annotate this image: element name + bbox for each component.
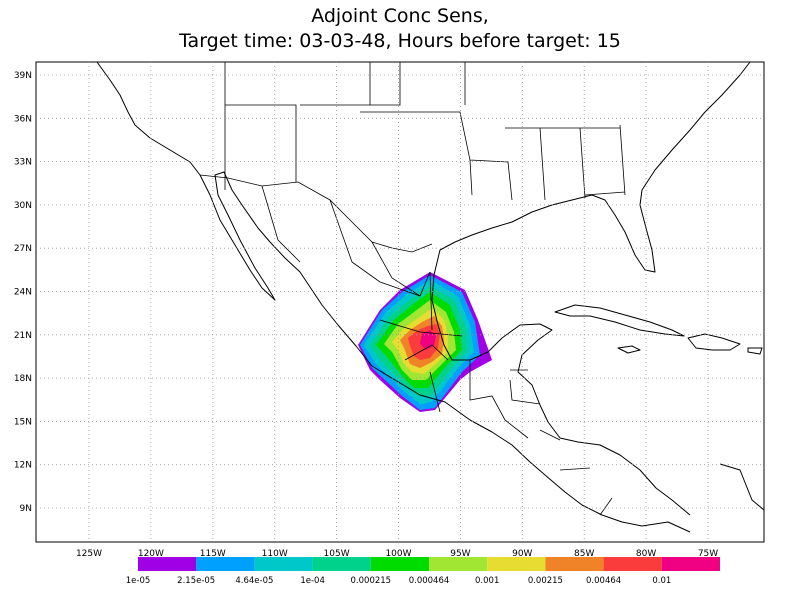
colorbar-swatch <box>370 557 429 571</box>
lon-label: 115W <box>200 549 226 559</box>
lat-label: 12N <box>14 461 32 471</box>
lon-label: 100W <box>385 549 411 559</box>
graticule <box>36 62 764 542</box>
title-line: Target time: 03-03-48, Hours before targ… <box>178 30 621 52</box>
colorbar-label: 2.15e-05 <box>177 576 215 586</box>
axis-labels: 39N 36N 33N 30N 27N 24N 21N 18N 15N 12N 9N 125W 120W… <box>14 71 718 559</box>
lat-label: 18N <box>14 374 32 384</box>
colorbar-label: 0.000464 <box>409 576 450 586</box>
lon-label: 125W <box>76 549 102 559</box>
lat-label: 30N <box>14 201 32 211</box>
lat-label: 24N <box>14 288 32 298</box>
colorbar-label: 1e-04 <box>300 576 325 586</box>
colorbar-label: 0.00215 <box>528 576 563 586</box>
title-line: Adjoint Conc Sens, <box>311 5 489 27</box>
lat-label: 9N <box>20 504 32 514</box>
colorbar-swatch <box>429 557 488 571</box>
plot-frame <box>35 61 765 543</box>
colorbar-label: 0.000215 <box>351 576 392 586</box>
lat-label: 27N <box>14 244 32 254</box>
colorbar-label: 0.01 <box>652 576 671 586</box>
map-lines <box>96 61 765 533</box>
lon-label: 95W <box>450 549 470 559</box>
lat-label: 15N <box>14 417 32 427</box>
colorbar-label: 4.64e-05 <box>235 576 273 586</box>
sensitivity-field <box>358 272 492 412</box>
colorbar-label: 1e-05 <box>126 576 151 586</box>
colorbar-swatch <box>545 557 604 571</box>
colorbar-swatch <box>661 557 720 571</box>
colorbar-label: 0.001 <box>475 576 499 586</box>
lon-label: 90W <box>512 549 532 559</box>
lon-label: 85W <box>574 549 594 559</box>
lon-label: 105W <box>324 549 350 559</box>
lon-label: 120W <box>138 549 164 559</box>
colorbar-swatch <box>312 557 371 571</box>
lat-label: 39N <box>14 71 32 81</box>
lon-label: 75W <box>698 549 718 559</box>
colorbar-label: 0.00464 <box>586 576 621 586</box>
colorbar-swatch <box>487 557 546 571</box>
lon-label: 110W <box>262 549 288 559</box>
colorbar-swatch <box>254 557 313 571</box>
colorbar-swatch <box>138 557 197 571</box>
lat-label: 21N <box>14 331 32 341</box>
lon-label: 80W <box>636 549 656 559</box>
colorbar-swatch <box>603 557 662 571</box>
colorbar: 1e-05 2.15e-05 4.64e-05 1e-04 0.000215 0.0004… <box>126 557 720 586</box>
lat-label: 36N <box>14 114 32 124</box>
lat-label: 33N <box>14 158 32 168</box>
colorbar-swatch <box>196 557 255 571</box>
